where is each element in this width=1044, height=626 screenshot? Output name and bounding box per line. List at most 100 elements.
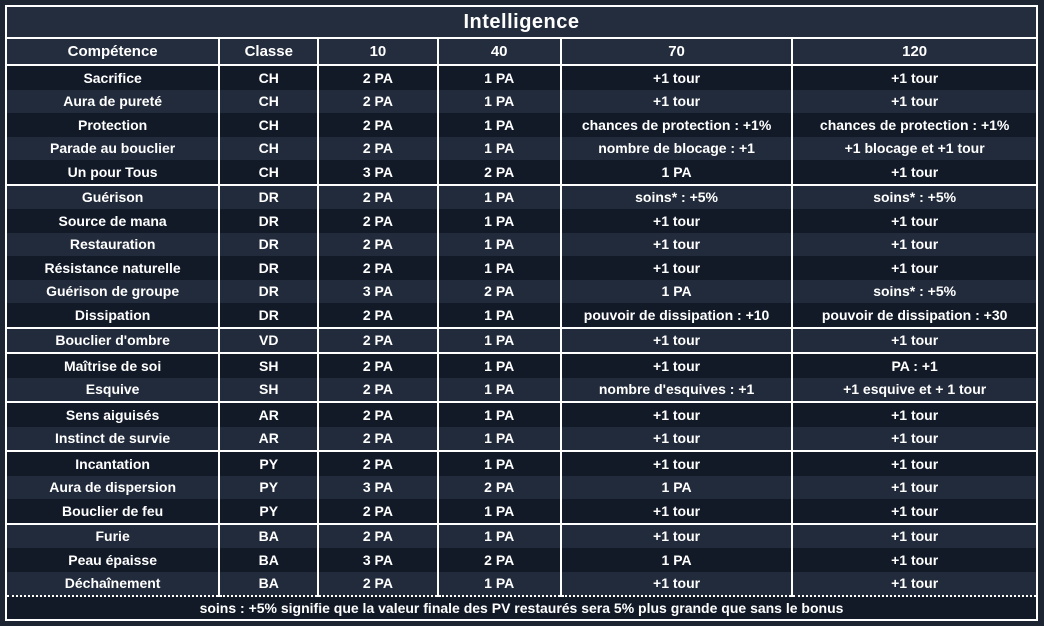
level-120-cell: +1 tour bbox=[791, 499, 1038, 524]
column-header-40: 40 bbox=[436, 38, 562, 66]
level-70-cell: 1 PA bbox=[559, 160, 794, 185]
table-row: Furie BA 2 PA 1 PA +1 tour +1 tour bbox=[4, 522, 1038, 548]
column-header-70: 70 bbox=[559, 38, 794, 66]
level-40-cell: 1 PA bbox=[436, 401, 562, 427]
level-10-cell: 2 PA bbox=[317, 401, 439, 427]
class-cell: BA bbox=[218, 571, 320, 596]
class-cell: SH bbox=[218, 377, 320, 402]
class-cell: DR bbox=[218, 232, 320, 256]
level-40-cell: 1 PA bbox=[436, 426, 562, 451]
level-70-cell: 1 PA bbox=[559, 279, 794, 303]
level-40-cell: 1 PA bbox=[436, 303, 562, 328]
level-10-cell: 3 PA bbox=[317, 279, 439, 303]
level-120-cell: soins* : +5% bbox=[791, 279, 1038, 303]
level-40-cell: 1 PA bbox=[436, 450, 562, 476]
class-cell: PY bbox=[218, 450, 320, 476]
level-120-cell: pouvoir de dissipation : +30 bbox=[791, 303, 1038, 328]
level-40-cell: 1 PA bbox=[436, 65, 562, 90]
table-row: Aura de pureté CH 2 PA 1 PA +1 tour +1 tour bbox=[4, 89, 1038, 113]
level-40-cell: 1 PA bbox=[436, 377, 562, 402]
skill-name-cell: Parade au bouclier bbox=[4, 136, 221, 160]
table-row: Guérison de groupe DR 3 PA 2 PA 1 PA soins* :… bbox=[4, 279, 1038, 303]
level-120-cell: PA : +1 bbox=[791, 352, 1038, 378]
level-10-cell: 2 PA bbox=[317, 499, 439, 524]
table-row: Bouclier de feu PY 2 PA 1 PA +1 tour +1 tour bbox=[4, 499, 1038, 524]
class-cell: AR bbox=[218, 426, 320, 451]
table-row: Esquive SH 2 PA 1 PA nombre d'esquives : +1 +… bbox=[4, 377, 1038, 402]
class-cell: CH bbox=[218, 160, 320, 185]
class-cell: PY bbox=[218, 499, 320, 524]
skill-name-cell: Aura de pureté bbox=[4, 89, 221, 113]
level-120-cell: +1 tour bbox=[791, 571, 1038, 596]
level-120-cell: +1 tour bbox=[791, 475, 1038, 499]
column-header-10: 10 bbox=[317, 38, 439, 66]
level-40-cell: 1 PA bbox=[436, 232, 562, 256]
skill-name-cell: Bouclier de feu bbox=[4, 499, 221, 524]
table-row: Aura de dispersion PY 3 PA 2 PA 1 PA +1 tour bbox=[4, 475, 1038, 499]
level-120-cell: +1 esquive et + 1 tour bbox=[791, 377, 1038, 402]
level-120-cell: +1 tour bbox=[791, 450, 1038, 476]
level-70-cell: +1 tour bbox=[559, 326, 794, 353]
class-cell: DR bbox=[218, 183, 320, 209]
class-cell: CH bbox=[218, 136, 320, 160]
skill-name-cell: Guérison bbox=[4, 183, 221, 209]
level-40-cell: 2 PA bbox=[436, 279, 562, 303]
level-10-cell: 2 PA bbox=[317, 326, 439, 353]
level-70-cell: +1 tour bbox=[559, 232, 794, 256]
class-cell: BA bbox=[218, 522, 320, 548]
level-120-cell: soins* : +5% bbox=[791, 183, 1038, 209]
level-120-cell: +1 tour bbox=[791, 522, 1038, 548]
level-10-cell: 2 PA bbox=[317, 303, 439, 328]
skill-name-cell: Esquive bbox=[4, 377, 221, 402]
class-cell: CH bbox=[218, 89, 320, 113]
level-70-cell: +1 tour bbox=[559, 209, 794, 233]
class-cell: DR bbox=[218, 256, 320, 280]
table-row: Dissipation DR 2 PA 1 PA pouvoir de dissipat… bbox=[4, 303, 1038, 328]
class-cell: AR bbox=[218, 401, 320, 427]
level-120-cell: +1 tour bbox=[791, 232, 1038, 256]
table-row: Parade au bouclier CH 2 PA 1 PA nombre de bl… bbox=[4, 136, 1038, 160]
table-row: Sens aiguisés AR 2 PA 1 PA +1 tour +1 tour bbox=[4, 401, 1038, 427]
title-row: Intelligence bbox=[6, 6, 1037, 39]
table-row: Résistance naturelle DR 2 PA 1 PA +1 tour +1 … bbox=[4, 256, 1038, 280]
level-120-cell: +1 tour bbox=[791, 401, 1038, 427]
level-10-cell: 2 PA bbox=[317, 450, 439, 476]
level-10-cell: 2 PA bbox=[317, 183, 439, 209]
level-120-cell: +1 tour bbox=[791, 65, 1038, 90]
skill-name-cell: Furie bbox=[4, 522, 221, 548]
level-70-cell: +1 tour bbox=[559, 499, 794, 524]
level-40-cell: 1 PA bbox=[436, 209, 562, 233]
skill-name-cell: Maîtrise de soi bbox=[4, 352, 221, 378]
table-footnote: soins : +5% signifie que la valeur final… bbox=[6, 595, 1037, 620]
level-70-cell: +1 tour bbox=[559, 426, 794, 451]
table-row: Maîtrise de soi SH 2 PA 1 PA +1 tour PA : +1 bbox=[4, 352, 1038, 378]
level-70-cell: +1 tour bbox=[559, 571, 794, 596]
level-70-cell: +1 tour bbox=[559, 89, 794, 113]
level-10-cell: 2 PA bbox=[317, 89, 439, 113]
class-cell: VD bbox=[218, 326, 320, 353]
level-120-cell: +1 tour bbox=[791, 209, 1038, 233]
level-120-cell: +1 tour bbox=[791, 160, 1038, 185]
column-header-classe: Classe bbox=[218, 38, 320, 66]
level-40-cell: 1 PA bbox=[436, 136, 562, 160]
level-70-cell: nombre d'esquives : +1 bbox=[559, 377, 794, 402]
level-70-cell: +1 tour bbox=[559, 352, 794, 378]
footnote-row: soins : +5% signifie que la valeur final… bbox=[6, 595, 1037, 620]
level-10-cell: 3 PA bbox=[317, 475, 439, 499]
class-cell: PY bbox=[218, 475, 320, 499]
level-10-cell: 2 PA bbox=[317, 426, 439, 451]
table-row: Guérison DR 2 PA 1 PA soins* : +5% soins* : +… bbox=[4, 183, 1038, 209]
level-120-cell: +1 tour bbox=[791, 548, 1038, 572]
table-row: Peau épaisse BA 3 PA 2 PA 1 PA +1 tour bbox=[4, 548, 1038, 572]
skill-name-cell: Sens aiguisés bbox=[4, 401, 221, 427]
level-40-cell: 2 PA bbox=[436, 548, 562, 572]
level-10-cell: 2 PA bbox=[317, 522, 439, 548]
class-cell: CH bbox=[218, 65, 320, 90]
table-row: Protection CH 2 PA 1 PA chances de protectio… bbox=[4, 113, 1038, 137]
level-40-cell: 1 PA bbox=[436, 571, 562, 596]
class-cell: CH bbox=[218, 113, 320, 137]
level-10-cell: 2 PA bbox=[317, 256, 439, 280]
table-row: Déchaînement BA 2 PA 1 PA +1 tour +1 tour bbox=[4, 571, 1038, 596]
level-10-cell: 2 PA bbox=[317, 571, 439, 596]
